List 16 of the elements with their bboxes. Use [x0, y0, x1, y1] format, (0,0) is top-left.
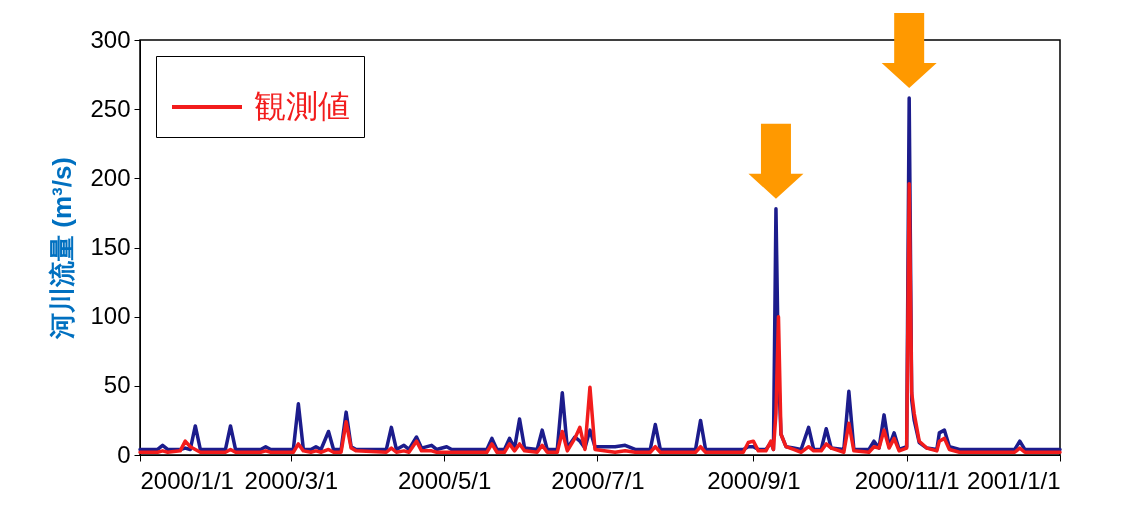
x-tick-label: 2000/11/1 — [854, 466, 960, 494]
y-tick-label: 50 — [103, 371, 131, 399]
x-tick-label: 2000/7/1 — [551, 466, 645, 494]
y-axis-title: 河川流量 (m³/s) — [47, 157, 78, 340]
x-tick-label: 2001/1/1 — [967, 466, 1061, 494]
x-tick-label: 2000/1/1 — [140, 466, 234, 494]
x-tick-label: 2000/5/1 — [397, 466, 492, 494]
y-tick-label: 0 — [117, 440, 131, 468]
x-tick-label: 2000/9/1 — [707, 466, 801, 494]
y-tick-label: 100 — [90, 302, 131, 330]
x-tick-label: 2000/3/1 — [244, 466, 339, 494]
y-tick-label: 200 — [90, 163, 131, 191]
y-tick-label: 300 — [90, 25, 131, 53]
y-tick-label: 250 — [90, 94, 131, 122]
legend-label: 観測値 — [254, 88, 350, 124]
y-tick-label: 150 — [90, 233, 131, 260]
